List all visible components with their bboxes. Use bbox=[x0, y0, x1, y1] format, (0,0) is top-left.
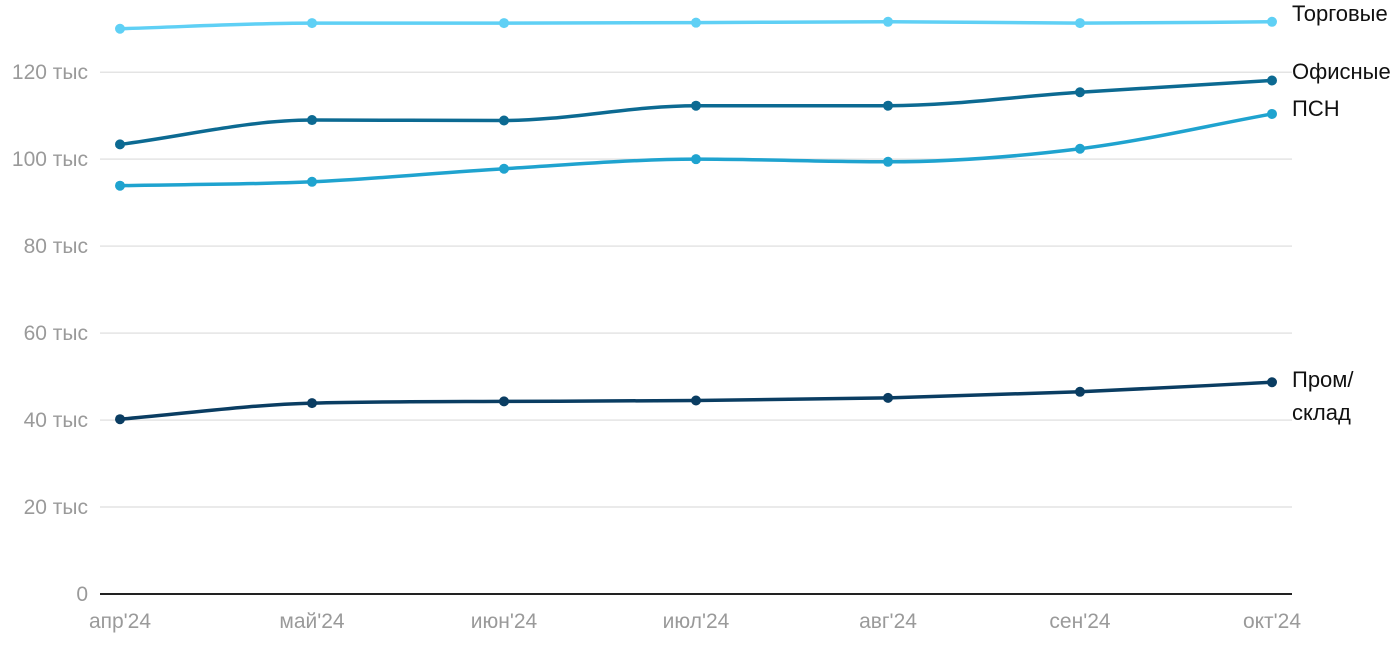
y-tick-label: 0 bbox=[76, 583, 88, 606]
series-0-point bbox=[883, 16, 893, 27]
y-tick-label: 40 тыс bbox=[24, 409, 88, 432]
series-0-point bbox=[1267, 16, 1277, 27]
series-1-point bbox=[307, 115, 317, 126]
series-3-label: Пром/склад bbox=[1292, 367, 1354, 425]
series-0-point bbox=[691, 17, 701, 28]
series-2-line bbox=[118, 112, 1274, 188]
series-3-point bbox=[1267, 377, 1277, 388]
series-0-point bbox=[307, 18, 317, 29]
series-2-point bbox=[499, 163, 509, 174]
series-2-label: ПСН bbox=[1292, 96, 1340, 121]
series-2-point bbox=[1075, 143, 1085, 154]
series-0-point bbox=[115, 23, 125, 34]
series-1-point bbox=[691, 100, 701, 111]
x-tick-label: окт'24 bbox=[1243, 610, 1301, 633]
label-layer: Торговые Офисные ПСН Пром/склад bbox=[1292, 1, 1391, 425]
series-3-label-line: склад bbox=[1292, 400, 1351, 425]
series-1-line bbox=[118, 78, 1274, 147]
axis-layer: 0 20 тыс 40 тыс 60 тыс 80 тыс 100 тыс 120 тыс а… bbox=[12, 61, 1301, 633]
series-1-label: Офисные bbox=[1292, 59, 1391, 84]
x-tick-label: сен'24 bbox=[1049, 610, 1110, 633]
series-1-point bbox=[499, 115, 509, 126]
series-2-point bbox=[883, 156, 893, 167]
series-2-point bbox=[115, 180, 125, 191]
grid-layer bbox=[100, 71, 1292, 508]
series-3-point bbox=[499, 396, 509, 407]
series-3-label-line: Пром/ bbox=[1292, 367, 1354, 392]
series-3-point bbox=[883, 392, 893, 403]
series-3-point bbox=[307, 398, 317, 409]
x-tick-label: июн'24 bbox=[471, 610, 538, 633]
series-0-point bbox=[499, 18, 509, 29]
series-0-point bbox=[1075, 18, 1085, 29]
series-0-label: Торговые bbox=[1292, 1, 1388, 26]
series-1-point bbox=[1075, 87, 1085, 98]
x-tick-label: май'24 bbox=[279, 610, 345, 633]
series-layer bbox=[115, 16, 1277, 425]
series-1-point bbox=[115, 139, 125, 150]
x-tick-label: авг'24 bbox=[859, 610, 917, 633]
series-2-point bbox=[691, 154, 701, 165]
y-tick-label: 60 тыс bbox=[24, 322, 88, 345]
x-tick-label: апр'24 bbox=[89, 610, 151, 633]
series-2-point bbox=[1267, 108, 1277, 119]
series-3-point bbox=[691, 395, 701, 406]
series-2-point bbox=[307, 176, 317, 187]
series-3-point bbox=[1075, 386, 1085, 397]
y-tick-label: 120 тыс bbox=[12, 61, 88, 84]
series-3-point bbox=[115, 414, 125, 425]
y-tick-label: 80 тыс bbox=[24, 235, 88, 258]
y-tick-label: 20 тыс bbox=[24, 496, 88, 519]
series-1-point bbox=[1267, 75, 1277, 86]
series-1-point bbox=[883, 100, 893, 111]
x-tick-label: июл'24 bbox=[663, 610, 730, 633]
y-tick-label: 100 тыс bbox=[12, 148, 88, 171]
